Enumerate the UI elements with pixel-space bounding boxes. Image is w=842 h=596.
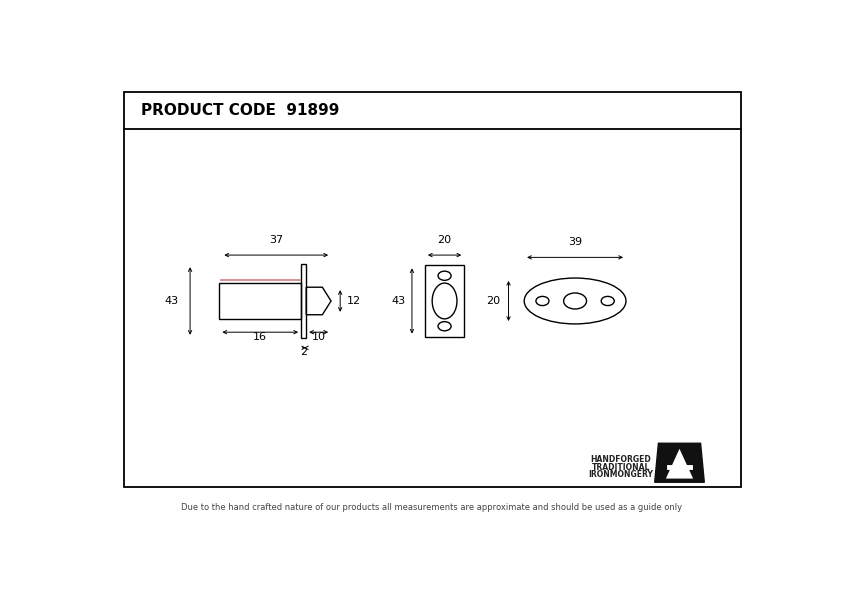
Text: 16: 16 [253, 333, 267, 342]
Text: 10: 10 [312, 333, 326, 342]
Text: HANDFORGED: HANDFORGED [590, 455, 651, 464]
Text: TRADITIONAL: TRADITIONAL [592, 462, 650, 471]
Text: PRODUCT CODE  91899: PRODUCT CODE 91899 [141, 103, 339, 118]
Bar [220, 283, 301, 319]
Text: 2: 2 [300, 347, 307, 357]
Text: IRONMONGERY: IRONMONGERY [589, 470, 653, 479]
Text: 20: 20 [487, 296, 501, 306]
Text: Due to the hand crafted nature of our products all measurements are approximate : Due to the hand crafted nature of our pr… [181, 503, 682, 512]
Text: 20: 20 [438, 235, 451, 245]
Polygon shape [655, 443, 704, 482]
Text: 43: 43 [164, 296, 179, 306]
Text: 37: 37 [269, 235, 283, 245]
Bar [425, 265, 464, 337]
Bar [301, 264, 306, 338]
Text: 43: 43 [392, 296, 406, 306]
Polygon shape [666, 449, 693, 479]
Text: 12: 12 [347, 296, 361, 306]
Bar [124, 92, 742, 487]
Text: 39: 39 [568, 237, 582, 247]
